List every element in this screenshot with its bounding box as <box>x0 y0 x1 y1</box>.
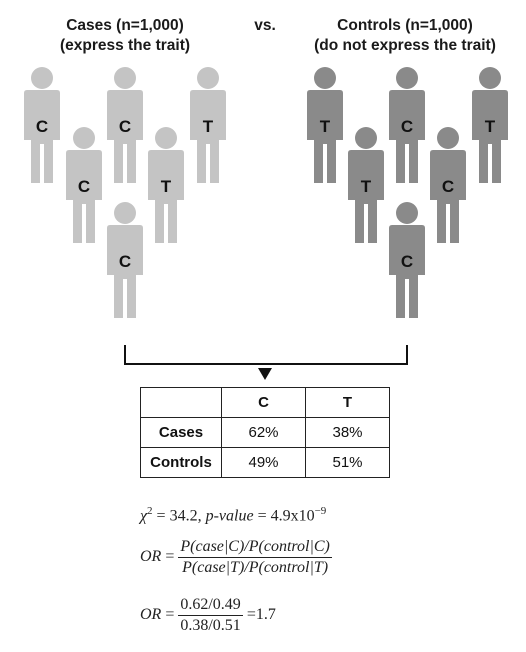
table-cell: 49% <box>221 447 306 478</box>
or-label: OR <box>140 548 162 566</box>
table-row: Controls 49% 51% <box>140 447 390 478</box>
pvalue-exponent: −9 <box>314 505 327 517</box>
table-cell: 62% <box>221 417 306 448</box>
table-row-header: Cases <box>140 417 222 448</box>
or-formula-denominator: P(case|T)/P(control|T) <box>182 559 329 576</box>
controls-header: Controls (n=1,000) (do not express the t… <box>290 16 520 56</box>
table-cell: 38% <box>305 417 390 448</box>
or-formula-fraction: P(case|C)/P(control|C) P(case|T)/P(contro… <box>178 538 332 577</box>
controls-subtitle: (do not express the trait) <box>314 37 496 54</box>
equals-sign: = <box>161 548 179 566</box>
controls-group <box>307 67 508 318</box>
pvalue-value: = 4.9x10 <box>253 507 315 525</box>
person-label: C <box>401 117 413 136</box>
cases-labels: C C T C T C <box>36 117 214 271</box>
person-label: T <box>361 177 372 196</box>
or-value-line: OR = 0.62/0.49 0.38/0.51 =1.7 <box>140 596 276 635</box>
person-label: C <box>36 117 48 136</box>
person-label: C <box>78 177 90 196</box>
cases-header: Cases (n=1,000) (express the trait) <box>20 16 230 56</box>
table-row-header: Controls <box>140 447 222 478</box>
person-label: T <box>320 117 331 136</box>
pvalue-label: p-value <box>205 507 254 525</box>
table-cell: 51% <box>305 447 390 478</box>
chi-value: = 34.2, <box>152 507 206 525</box>
controls-labels: T C T T C C <box>320 117 496 271</box>
person-label: C <box>442 177 454 196</box>
table-col-header: C <box>221 387 306 418</box>
chi-square-line: χ2 = 34.2, p-value = 4.9x10−9 <box>140 505 326 525</box>
population-diagram: C C T C T C T C T T C C <box>24 67 508 380</box>
person-label: C <box>401 252 413 271</box>
controls-title: Controls (n=1,000) <box>337 17 473 34</box>
or-formula-line: OR = P(case|C)/P(control|C) P(case|T)/P(c… <box>140 538 332 577</box>
or-label: OR <box>140 606 162 624</box>
person-label: T <box>161 177 172 196</box>
or-result: =1.7 <box>246 606 276 624</box>
chi-exponent: 2 <box>147 505 153 517</box>
or-value-denominator: 0.38/0.51 <box>180 617 241 634</box>
person-label: T <box>203 117 214 136</box>
table-col-header: T <box>305 387 390 418</box>
down-arrow-icon <box>258 368 272 380</box>
equals-sign: = <box>161 606 179 624</box>
table-header-row: C T <box>140 387 390 418</box>
vs-label: vs. <box>254 17 276 34</box>
chi-symbol: χ <box>140 507 148 525</box>
table-row: Cases 62% 38% <box>140 417 390 448</box>
table-corner-cell <box>140 387 222 418</box>
or-formula-numerator: P(case|C)/P(control|C) <box>178 538 332 558</box>
person-label: C <box>119 252 131 271</box>
or-value-fraction: 0.62/0.49 0.38/0.51 <box>178 596 243 635</box>
cases-subtitle: (express the trait) <box>59 37 191 54</box>
cases-title: Cases (n=1,000) <box>66 17 184 34</box>
contingency-table: C T Cases 62% 38% Controls 49% 51% <box>140 387 390 478</box>
connector-line <box>124 345 408 365</box>
or-value-numerator: 0.62/0.49 <box>178 596 243 616</box>
person-label: C <box>119 117 131 136</box>
person-label: T <box>485 117 496 136</box>
cases-group <box>24 67 226 318</box>
